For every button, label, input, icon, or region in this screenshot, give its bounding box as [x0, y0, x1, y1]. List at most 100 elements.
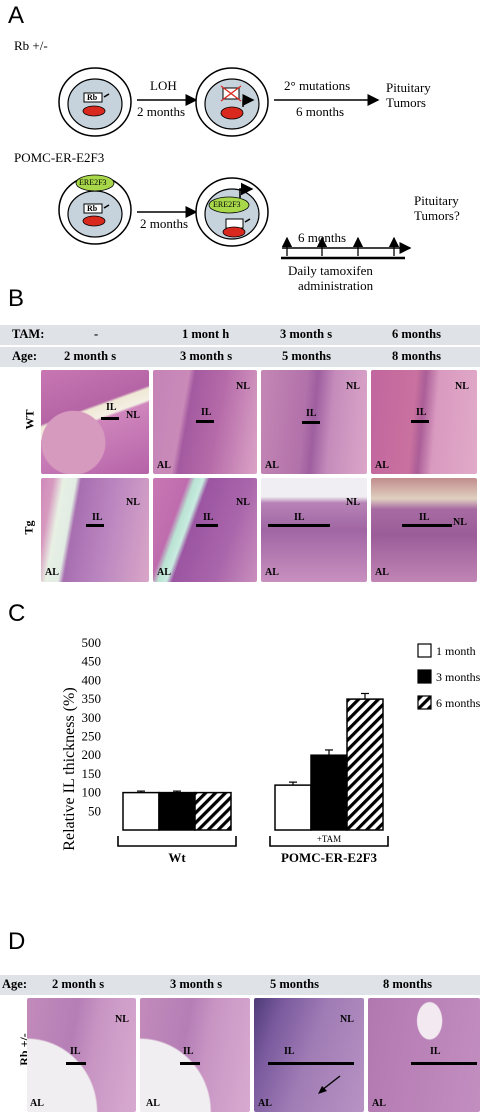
- b-tg8-nl: NL: [453, 517, 467, 528]
- d-5-nl: NL: [340, 1014, 354, 1025]
- b-wt3-il: IL: [201, 407, 212, 418]
- histology-wt-2mo: [41, 370, 149, 474]
- bar: [158, 791, 196, 831]
- row-label-tg: Tg: [21, 520, 36, 535]
- b-wt3-al: AL: [157, 460, 171, 471]
- y-axis-label: Relative IL thickness (%): [61, 687, 78, 851]
- b-wt3-nl: NL: [236, 381, 250, 392]
- legend-label: 6 months: [436, 696, 480, 710]
- d-3-al: AL: [146, 1098, 160, 1109]
- y-tick-label: 150: [82, 766, 102, 781]
- row-label-wt: WT: [22, 409, 37, 430]
- b-tg8-il: IL: [419, 512, 430, 523]
- age-b-2: 5 months: [282, 349, 331, 363]
- b-tg3-il: IL: [203, 512, 214, 523]
- d-5-il: IL: [284, 1046, 295, 1057]
- tam-1: 1 mont h: [182, 327, 230, 341]
- secondary-mutations: 2° mutations: [284, 78, 351, 93]
- b-wt5-al: AL: [265, 460, 279, 471]
- b-wt8-nl: NL: [455, 381, 469, 392]
- d-8-il: IL: [430, 1046, 441, 1057]
- bar: [122, 791, 160, 831]
- daily-tamoxifen: Daily tamoxifen: [288, 263, 373, 278]
- pomc-label: POMC-ER-E2F3: [14, 150, 105, 165]
- tam-3: 6 months: [392, 327, 441, 341]
- histology-rb-3mo: [140, 998, 250, 1112]
- y-tick-label: 350: [82, 691, 102, 706]
- d-5-al: AL: [258, 1098, 272, 1109]
- age-label-d: Age:: [2, 977, 27, 991]
- legend-label: 1 month: [436, 644, 476, 658]
- b-tg8-al: AL: [375, 567, 389, 578]
- d-8-al: AL: [372, 1098, 386, 1109]
- age-d-1: 3 month s: [170, 977, 223, 991]
- y-tick-label: 500: [82, 635, 102, 650]
- y-tick-label: 300: [82, 710, 102, 725]
- d-3-ilbar: [180, 1062, 200, 1065]
- b-tg3-nl: NL: [236, 497, 250, 508]
- b-tg2-nl: NL: [126, 497, 140, 508]
- tam-0: -: [94, 327, 99, 341]
- b-tg5-al: AL: [265, 567, 279, 578]
- b-tg5-nl: NL: [346, 497, 360, 508]
- panel-a-schematic: [58, 67, 412, 260]
- b-wt2-ilbar: [101, 417, 119, 420]
- b-wt5-ilbar: [302, 421, 320, 424]
- b-tg5-ilbar: [268, 524, 330, 527]
- ere-label-1: ERE2F3: [79, 178, 107, 187]
- b-wt8-al: AL: [375, 460, 389, 471]
- age-band-b: Age: 2 month s 3 month s 5 months 8 mont…: [0, 347, 480, 367]
- age-b-1: 3 month s: [180, 349, 233, 363]
- legend-swatch: [417, 669, 432, 684]
- histology-tg-8mo: [371, 478, 477, 582]
- y-tick-label: 200: [82, 747, 102, 762]
- age-b-3: 8 months: [392, 349, 441, 363]
- histology-rb-8mo: [368, 998, 480, 1112]
- b-wt5-il: IL: [306, 408, 317, 419]
- b-wt2-nl: NL: [126, 410, 140, 421]
- legend-label: 3 months: [436, 670, 480, 684]
- b-tg3-al: AL: [157, 567, 171, 578]
- six-months-1: 6 months: [296, 104, 345, 119]
- y-tick-label: 400: [82, 672, 102, 687]
- group-bracket: [117, 836, 237, 847]
- b-wt8-ilbar: [411, 420, 429, 423]
- two-months-1: 2 months: [137, 104, 186, 119]
- b-tg8-ilbar: [402, 524, 452, 527]
- b-tg2-al: AL: [45, 567, 59, 578]
- panel-b-letter: B: [8, 285, 25, 312]
- bar: [274, 784, 312, 831]
- tam-note: +TAM: [317, 834, 341, 844]
- tam-band: TAM: - 1 mont h 3 month s 6 months: [0, 325, 480, 345]
- b-wt2-il: IL: [106, 402, 117, 413]
- age-band-d: Age: 2 month s 3 month s 5 months 8 mont…: [0, 975, 480, 995]
- b-tg3-ilbar: [196, 524, 218, 527]
- rb-gene-label: Rb: [87, 93, 98, 102]
- age-d-0: 2 month s: [52, 977, 105, 991]
- administration: administration: [298, 278, 374, 293]
- panel-a-letter: A: [8, 2, 25, 29]
- age-d-3: 8 months: [383, 977, 432, 991]
- legend-swatch: [417, 643, 432, 658]
- tam-2: 3 month s: [280, 327, 333, 341]
- legend-swatch: [417, 695, 432, 710]
- y-tick-label: 250: [82, 729, 102, 744]
- group-label: Wt: [168, 850, 186, 865]
- il-thickness-chart: 50 100 150 200 250 300 350 400 450 500 1 month 3 m…: [82, 635, 480, 865]
- cell-loh: [195, 67, 269, 137]
- d-2-nl: NL: [115, 1014, 129, 1025]
- tumors-q: Tumors?: [414, 208, 460, 223]
- cell-pomc-transgenic: [58, 174, 132, 245]
- b-tg2-ilbar: [86, 524, 104, 527]
- y-tick-label: 50: [88, 803, 101, 818]
- age-b-0: 2 month s: [64, 349, 117, 363]
- panel-d-letter: D: [8, 928, 26, 955]
- histology-tg-2mo: [41, 478, 149, 582]
- rb-het-label: Rb +/-: [14, 38, 48, 53]
- b-wt8-il: IL: [416, 407, 427, 418]
- d-2-al: AL: [30, 1098, 44, 1109]
- d-arrow-icon: [318, 1075, 341, 1094]
- two-months-2: 2 months: [140, 216, 189, 231]
- tumors-1: Tumors: [386, 95, 426, 110]
- wt-gene-label: Rb: [87, 204, 98, 213]
